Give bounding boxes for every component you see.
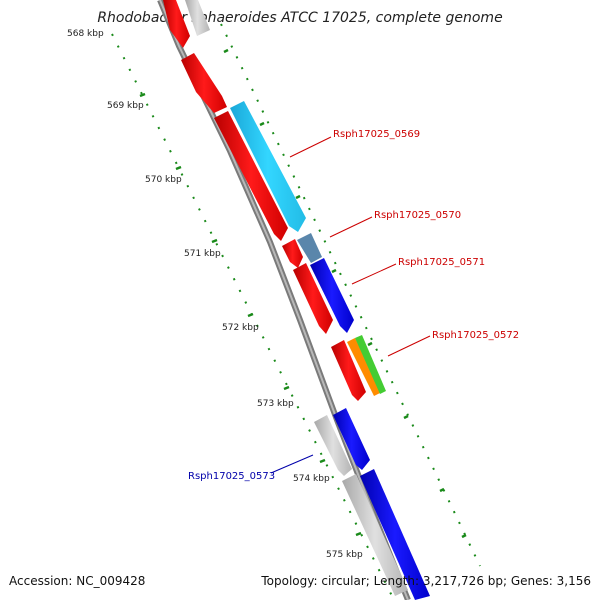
tick-label-570: 570 kbp xyxy=(145,175,182,185)
feature-cyan-0569 xyxy=(230,101,306,232)
tick-label-572: 572 kbp xyxy=(222,323,259,333)
label-pointers xyxy=(270,136,431,474)
genome-summary-text: Topology: circular; Length: 3,217,726 bp… xyxy=(261,574,591,588)
feature-blue-bottom xyxy=(360,469,430,600)
tick-label-569: 569 kbp xyxy=(107,101,144,111)
tick-label-571: 571 kbp xyxy=(184,249,221,259)
accession-text: Accession: NC_009428 xyxy=(9,574,146,588)
feature-steelblue-0570 xyxy=(297,233,322,263)
feature-orange-0572 xyxy=(347,338,382,396)
gene-label-0570[interactable]: Rsph17025_0570 xyxy=(374,210,461,221)
gene-label-0572[interactable]: Rsph17025_0572 xyxy=(432,330,519,341)
feature-red-0569 xyxy=(214,111,288,241)
feature-gray-0573 xyxy=(314,415,352,476)
gene-label-0569[interactable]: Rsph17025_0569 xyxy=(333,129,420,140)
feature-red-long xyxy=(293,263,333,334)
tick-label-575: 575 kbp xyxy=(326,550,363,560)
tick-label-568: 568 kbp xyxy=(67,29,104,39)
tick-labels: 568 kbp 569 kbp 570 kbp 571 kbp 572 kbp … xyxy=(67,29,363,560)
major-ticks xyxy=(223,48,467,539)
feature-gray-top xyxy=(185,0,210,36)
feature-green-0572 xyxy=(355,335,386,394)
tick-label-573: 573 kbp xyxy=(257,399,294,409)
gene-label-0573[interactable]: Rsph17025_0573 xyxy=(188,471,275,482)
gene-labels: Rsph17025_0569 Rsph17025_0570 Rsph17025_… xyxy=(188,129,519,482)
feature-gray-bottom xyxy=(342,474,408,596)
inner-major-ticks xyxy=(139,92,362,537)
tick-label-574: 574 kbp xyxy=(293,474,330,484)
feature-blue-0571 xyxy=(310,258,354,333)
feature-red-0572 xyxy=(331,340,366,401)
feature-red-top-right xyxy=(163,0,190,48)
gene-label-0571[interactable]: Rsph17025_0571 xyxy=(398,257,485,268)
feature-red-1 xyxy=(181,53,227,113)
outer-tick-ring xyxy=(220,23,481,567)
feature-red-small xyxy=(282,239,303,268)
feature-blue-lower xyxy=(333,408,370,470)
